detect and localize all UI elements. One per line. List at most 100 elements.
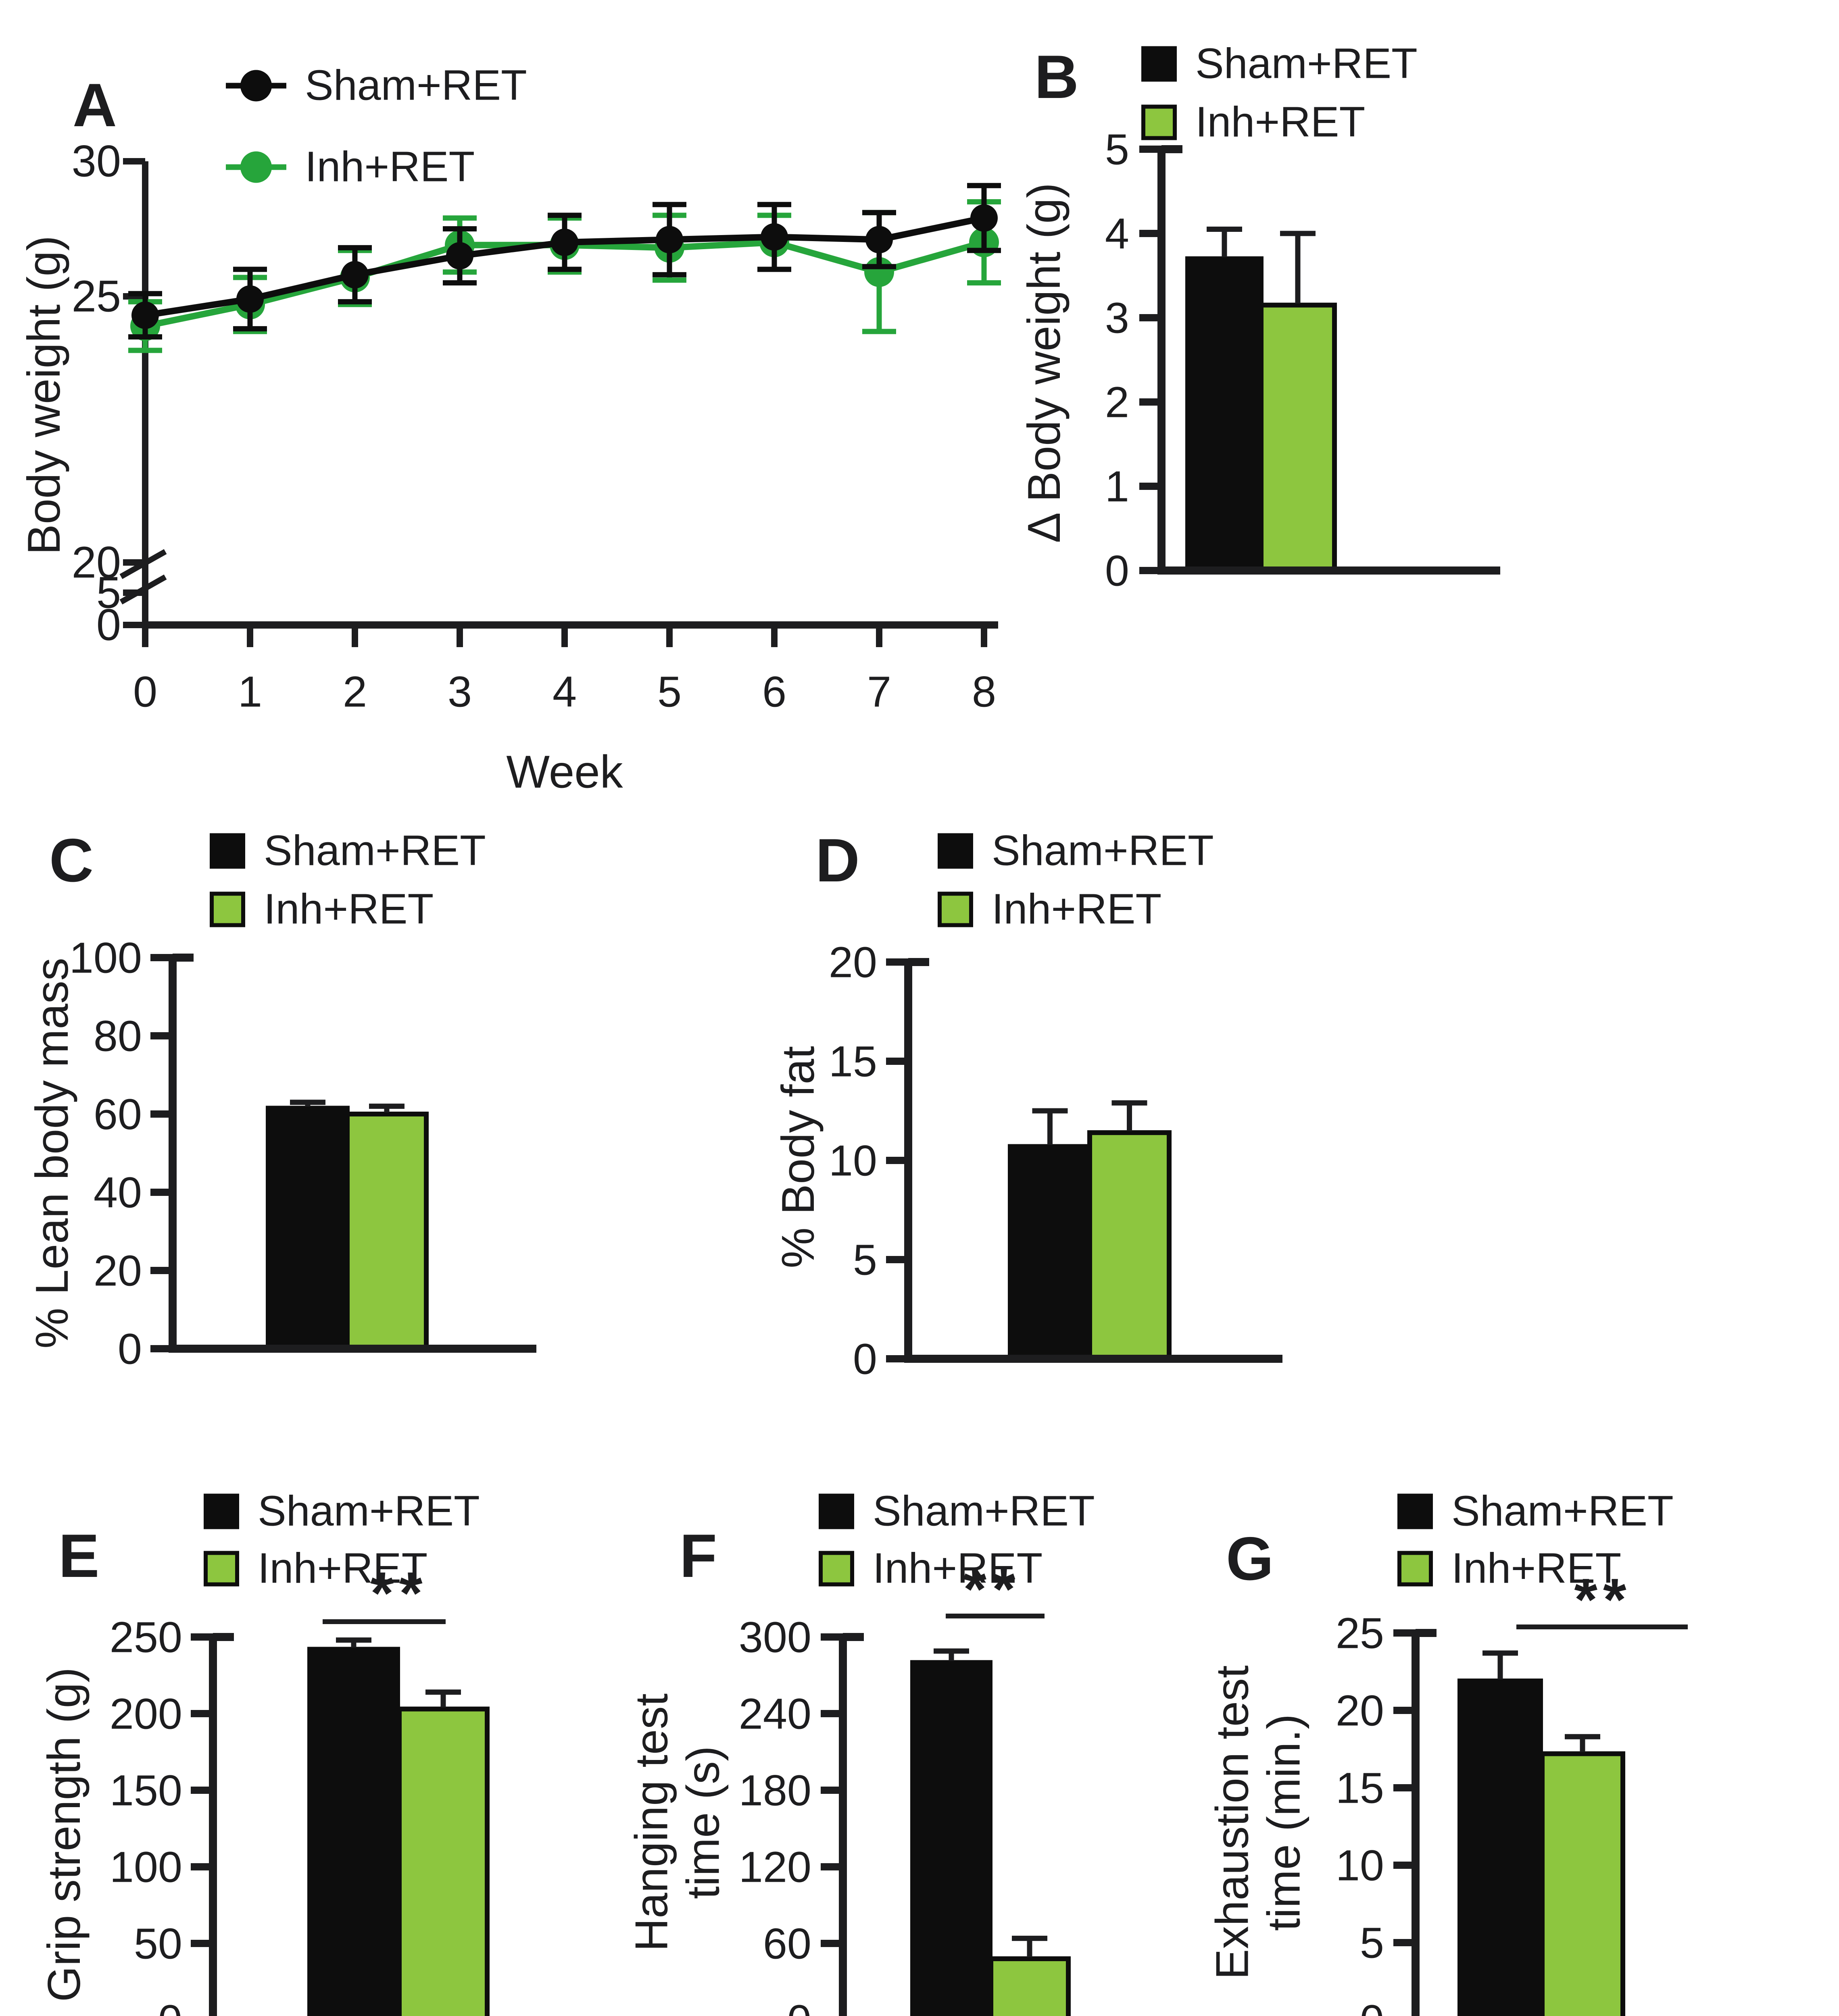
- legend-label: Inh+RET: [305, 143, 475, 191]
- inh-swatch-icon: [1397, 1551, 1433, 1586]
- legend-item-sham-c: Sham+RET: [210, 827, 486, 875]
- y-tick-label-a: 30: [72, 137, 121, 186]
- legend-label: Inh+RET: [1195, 98, 1366, 146]
- inh-swatch-icon: [938, 891, 973, 927]
- y-tick-label: 300: [739, 1612, 811, 1661]
- y-axis-label-text: % Body fat: [773, 1046, 824, 1268]
- y-axis-label-text: Body weight (g): [19, 235, 70, 555]
- y-axis-label-line1: Hanging test: [626, 1693, 678, 1952]
- bar-Sham+RET: [307, 1647, 400, 2016]
- legend-item-inh-c: Inh+RET: [210, 885, 434, 934]
- inh-line-marker: [226, 151, 286, 183]
- legend-item-inh-a: Inh+RET: [226, 143, 475, 192]
- panel-g-letter: G: [1226, 1524, 1274, 1593]
- x-tick-label-a: 6: [762, 667, 786, 716]
- bar-Inh+RET: [1087, 1130, 1172, 1362]
- y-tick-label: 60: [94, 1090, 142, 1139]
- x-tick-label-a: 4: [553, 667, 577, 716]
- y-tick-label: 150: [110, 1766, 182, 1815]
- y-axis-label-line2: time (s): [678, 1746, 729, 1899]
- legend-label: Sham+RET: [305, 61, 527, 109]
- y-tick-label: 1: [1105, 462, 1129, 511]
- y-tick-label: 60: [763, 1919, 811, 1968]
- y-tick-label: 0: [1360, 1996, 1384, 2016]
- y-tick-label: 5: [1360, 1918, 1384, 1967]
- panel-a-letter: A: [73, 71, 117, 140]
- inh-swatch-icon: [204, 1551, 239, 1586]
- data-point-Sham+RET: [446, 242, 473, 270]
- data-point-Sham+RET: [236, 285, 264, 313]
- significance-g: **: [1574, 1566, 1632, 1633]
- panel-f-letter: F: [680, 1522, 717, 1590]
- x-axis-label-a: Week: [506, 746, 623, 798]
- y-axis-label-b: Δ Body weight (g): [1019, 183, 1070, 543]
- axis-break-slash: [119, 574, 167, 605]
- y-axis-label-e: Grip strength (g): [39, 1667, 90, 2002]
- y-tick-label: 180: [739, 1766, 811, 1814]
- legend-item-sham-f: Sham+RET: [819, 1487, 1095, 1536]
- legend-label: Inh+RET: [873, 1544, 1043, 1592]
- significance-f: **: [963, 1556, 1021, 1622]
- y-tick-label-a: 5: [96, 568, 121, 618]
- y-tick-label-a: 25: [72, 272, 121, 321]
- x-tick-label-a: 7: [867, 667, 891, 716]
- bar-Inh+RET: [988, 1956, 1071, 2016]
- x-tick-label-a: 8: [972, 667, 996, 716]
- legend-label: Inh+RET: [258, 1544, 428, 1592]
- y-tick-label: 2: [1105, 378, 1129, 427]
- y-tick-label: 4: [1105, 209, 1129, 258]
- panel-e-letter: E: [58, 1522, 100, 1590]
- bar-Inh+RET: [1540, 1751, 1625, 2016]
- inh-swatch-icon: [1141, 104, 1177, 140]
- y-tick-label: 0: [1105, 546, 1129, 595]
- legend-item-sham-d: Sham+RET: [938, 827, 1214, 875]
- data-point-Sham+RET: [131, 301, 159, 329]
- y-tick-label: 40: [94, 1168, 142, 1217]
- legend-label: Sham+RET: [264, 827, 486, 875]
- legend-item-inh-g: Inh+RET: [1397, 1544, 1621, 1593]
- y-tick-label-a: 20: [72, 538, 121, 587]
- legend-label: Sham+RET: [1451, 1487, 1674, 1535]
- y-tick-label: 0: [787, 1996, 811, 2016]
- legend-label: Inh+RET: [264, 885, 434, 933]
- bar-Inh+RET: [397, 1706, 490, 2016]
- data-point-Sham+RET: [551, 229, 578, 256]
- y-tick-label: 10: [829, 1136, 877, 1185]
- bar-Sham+RET: [266, 1106, 350, 1351]
- y-axis-label-line1: Exhaustion test: [1207, 1665, 1258, 1980]
- bar-Inh+RET: [345, 1112, 429, 1351]
- y-tick-label: 20: [1336, 1686, 1384, 1735]
- sham-swatch-icon: [210, 833, 245, 868]
- y-axis-label-text: Grip strength (g): [39, 1667, 90, 2002]
- inh-swatch-icon: [819, 1551, 854, 1586]
- x-tick-label-a: 3: [448, 667, 472, 716]
- sham-swatch-icon: [1141, 46, 1177, 81]
- legend-label: Inh+RET: [992, 885, 1162, 933]
- inh-dot-icon: [240, 151, 272, 183]
- y-tick-label: 50: [134, 1919, 182, 1968]
- y-axis-label-a: Body weight (g): [19, 235, 70, 555]
- bar-Inh+RET: [1259, 302, 1337, 573]
- x-tick-label-a: 0: [133, 667, 157, 716]
- y-tick-label: 80: [94, 1012, 142, 1060]
- y-tick-label: 200: [110, 1689, 182, 1738]
- y-tick-label: 5: [853, 1235, 877, 1284]
- y-axis-label-g: Exhaustion test time (min.): [1207, 1665, 1309, 1979]
- sham-swatch-icon: [938, 833, 973, 868]
- y-tick-label: 10: [1336, 1841, 1384, 1890]
- data-point-Sham+RET: [970, 204, 998, 232]
- y-tick-label: 0: [158, 1996, 182, 2016]
- panel-b-letter: B: [1034, 43, 1079, 111]
- inh-swatch-icon: [210, 891, 245, 927]
- data-point-Sham+RET: [656, 226, 683, 254]
- bar-Sham+RET: [1008, 1144, 1092, 1362]
- legend-item-inh-f: Inh+RET: [819, 1544, 1043, 1593]
- legend-item-sham-e: Sham+RET: [204, 1487, 480, 1536]
- y-tick-label: 250: [110, 1613, 182, 1662]
- y-tick-label: 3: [1105, 294, 1129, 342]
- y-tick-label: 20: [94, 1246, 142, 1295]
- data-point-Sham+RET: [341, 261, 369, 289]
- legend-item-sham-b: Sham+RET: [1141, 40, 1418, 88]
